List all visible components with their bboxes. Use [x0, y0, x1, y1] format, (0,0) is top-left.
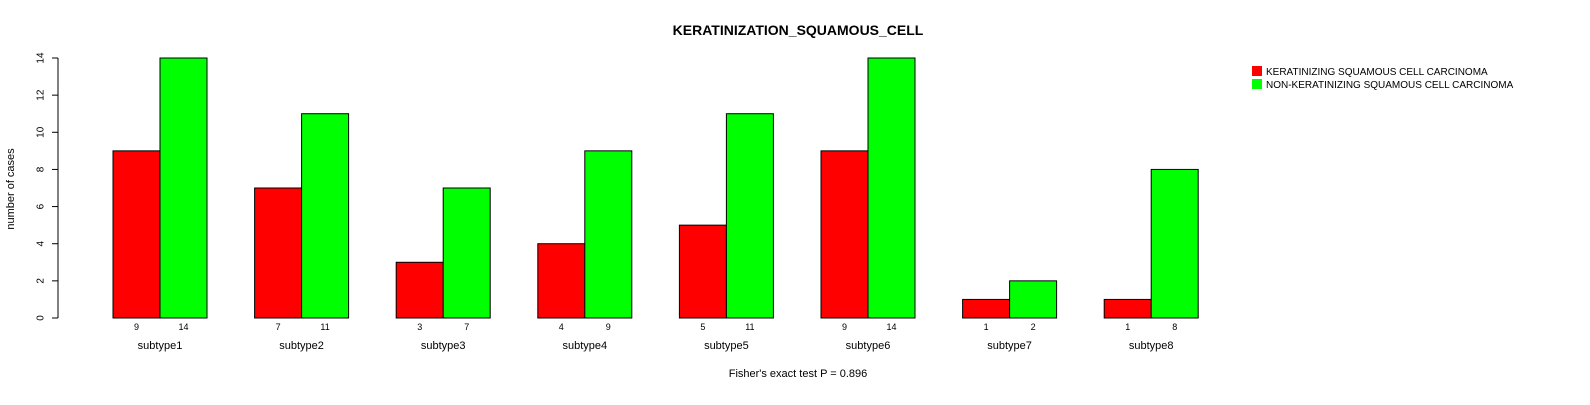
- bar-subtype8-keratinizing: [1103, 298, 1152, 319]
- y-tick-label: 12: [36, 89, 47, 101]
- bar-count-label: 11: [320, 322, 329, 332]
- bar-count-label: 9: [842, 322, 847, 332]
- y-tick-label: 6: [36, 203, 47, 209]
- y-tick-label: 8: [36, 166, 47, 172]
- category-label-subtype7: subtype7: [987, 340, 1032, 352]
- category-label-subtype5: subtype5: [704, 340, 749, 352]
- bar-count-label: 1: [984, 322, 989, 332]
- bar-subtype4-non-keratinizing: [584, 150, 633, 319]
- bar-count-label: 14: [178, 322, 188, 332]
- y-axis: 0 2 4 6 8 10 12 14: [36, 52, 59, 321]
- bar-count-label: 8: [1172, 322, 1177, 332]
- category-label-subtype3: subtype3: [421, 340, 466, 352]
- bar-count-label: 3: [417, 322, 422, 332]
- category-label-subtype6: subtype6: [846, 340, 891, 352]
- bar-subtype7-keratinizing: [962, 298, 1011, 319]
- bar-subtype2-non-keratinizing: [301, 113, 350, 319]
- bar-subtype2-keratinizing: [254, 187, 303, 319]
- y-tick-label: 2: [36, 278, 47, 284]
- bar-subtype6-non-keratinizing: [867, 57, 916, 319]
- category-label-subtype2: subtype2: [279, 340, 324, 352]
- legend-label-non-keratinizing: NON-KERATINIZING SQUAMOUS CELL CARCINOMA: [1266, 80, 1514, 91]
- bar-count-label: 4: [559, 322, 564, 332]
- bar-subtype1-non-keratinizing: [159, 57, 208, 319]
- legend: KERATINIZING SQUAMOUS CELL CARCINOMA NON-…: [1252, 66, 1514, 91]
- chart-title: KERATINIZATION_SQUAMOUS_CELL: [673, 22, 924, 38]
- y-tick-label: 14: [36, 52, 47, 64]
- bar-count-label: 11: [745, 322, 754, 332]
- y-tick-label: 0: [36, 315, 47, 321]
- bar-subtype1-keratinizing: [112, 150, 161, 319]
- legend-swatch-non-keratinizing: [1252, 79, 1262, 89]
- bar-subtype3-keratinizing: [395, 261, 444, 319]
- bar-count-label: 9: [606, 322, 611, 332]
- bar-count-label: 7: [276, 322, 281, 332]
- legend-label-keratinizing: KERATINIZING SQUAMOUS CELL CARCINOMA: [1266, 67, 1488, 78]
- category-label-subtype4: subtype4: [562, 340, 607, 352]
- bar-subtype8-non-keratinizing: [1150, 168, 1199, 319]
- y-axis-label: number of cases: [5, 148, 17, 230]
- bar-subtype5-non-keratinizing: [725, 113, 774, 319]
- bar-subtype7-non-keratinizing: [1009, 280, 1058, 319]
- bar-count-label: 1: [1125, 322, 1130, 332]
- bar-subtype5-keratinizing: [678, 224, 727, 319]
- bar-subtype3-non-keratinizing: [442, 187, 491, 319]
- bar-count-label: 14: [886, 322, 896, 332]
- bar-subtype6-keratinizing: [820, 150, 869, 319]
- bar-count-label: 7: [464, 322, 469, 332]
- category-label-subtype1: subtype1: [138, 340, 183, 352]
- category-label-subtype8: subtype8: [1129, 340, 1174, 352]
- y-tick-label: 4: [36, 240, 47, 246]
- bar-count-label: 5: [700, 322, 705, 332]
- legend-swatch-keratinizing: [1252, 66, 1262, 76]
- bar-count-label: 9: [134, 322, 139, 332]
- bar-count-label: 2: [1031, 322, 1036, 332]
- bars-group: [112, 57, 1199, 319]
- y-tick-label: 10: [36, 126, 47, 138]
- x-axis-label: Fisher's exact test P = 0.896: [729, 368, 868, 380]
- bar-subtype4-keratinizing: [537, 243, 586, 319]
